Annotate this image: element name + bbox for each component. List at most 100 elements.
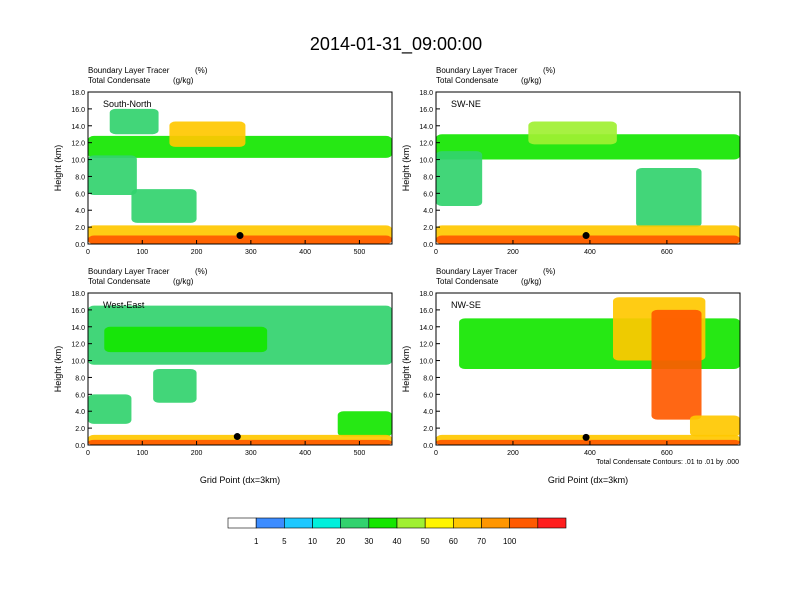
- y-axis-label: Height (km): [401, 145, 411, 192]
- y-tick-label: 14.0: [419, 124, 433, 131]
- panel-nw-se: 0.0 2.0 4.0 6.0 8.0 10.0 12.0 14.0 16.0 18.0 0 200 4…: [401, 267, 741, 485]
- tracer-band: [436, 235, 740, 244]
- tracer-band: [169, 121, 246, 147]
- colorbar-level-label: 30: [364, 537, 373, 546]
- colorbar-swatch: [481, 517, 510, 529]
- subtitle-line1: Boundary Layer Tracer: [88, 66, 170, 75]
- subtitle-line2: Total Condensate: [436, 277, 499, 286]
- subtitle-line1: Boundary Layer Tracer: [436, 66, 518, 75]
- panel-west-east: 0.0 2.0 4.0 6.0 8.0 10.0 12.0 14.0 16.0 18.0 0 100 2…: [53, 267, 393, 485]
- colorbar-level-label: 100: [503, 537, 517, 546]
- x-tick-label: 400: [299, 249, 311, 256]
- unit-line2: (g/kg): [173, 277, 194, 286]
- y-tick-label: 12.0: [419, 342, 433, 349]
- x-tick-label: 500: [354, 249, 366, 256]
- tracer-band: [528, 121, 617, 145]
- tracer-band: [436, 134, 740, 160]
- plot-frame: [87, 91, 393, 245]
- y-tick-label: 14.0: [71, 124, 85, 131]
- tracer-band: [88, 394, 132, 424]
- colorbar-swatch: [368, 517, 398, 529]
- y-tick-label: 16.0: [419, 308, 433, 315]
- unit-line2: (g/kg): [521, 277, 542, 286]
- y-tick-label: 18.0: [419, 291, 433, 298]
- x-tick-label: 0: [86, 450, 90, 457]
- unit-line2: (g/kg): [173, 76, 194, 85]
- panel-label: West-East: [103, 300, 145, 310]
- tracer-band: [109, 108, 159, 135]
- subtitle-line2: Total Condensate: [88, 277, 151, 286]
- tracer-band: [153, 369, 197, 403]
- tracer-band: [88, 135, 392, 158]
- colorbar-level-label: 20: [336, 537, 345, 546]
- y-tick-label: 10.0: [71, 359, 85, 366]
- colorbar-level-label: 1: [254, 537, 259, 546]
- colorbar-level-label: 60: [449, 537, 458, 546]
- y-tick-label: 0.0: [423, 242, 433, 249]
- y-tick-label: 14.0: [71, 325, 85, 332]
- y-tick-label: 10.0: [419, 359, 433, 366]
- contour-note: Total Condensate Contours: .01 to .01 by…: [596, 459, 739, 466]
- plot-frame: [435, 91, 741, 245]
- tracer-band: [337, 411, 392, 437]
- panel-label: South-North: [103, 99, 152, 109]
- tracer-band: [88, 155, 137, 196]
- colorbar-level-label: 70: [477, 537, 486, 546]
- colorbar-swatch: [424, 517, 454, 529]
- location-marker: [236, 232, 244, 240]
- tracer-band: [636, 168, 702, 228]
- x-tick-label: 400: [584, 450, 596, 457]
- y-tick-label: 18.0: [71, 291, 85, 298]
- y-tick-label: 2.0: [423, 225, 433, 232]
- x-tick-label: 200: [507, 249, 519, 256]
- y-tick-label: 8.0: [75, 174, 85, 181]
- colorbar-swatch: [312, 517, 341, 529]
- y-tick-label: 0.0: [75, 443, 85, 450]
- x-tick-label: 400: [299, 450, 311, 457]
- x-tick-label: 100: [136, 249, 148, 256]
- y-tick-label: 12.0: [71, 342, 85, 349]
- x-tick-label: 0: [434, 249, 438, 256]
- y-axis-label: Height (km): [401, 346, 411, 393]
- y-tick-label: 8.0: [423, 174, 433, 181]
- x-axis-label: Grid Point (dx=3km): [548, 475, 628, 485]
- x-tick-label: 300: [245, 450, 257, 457]
- x-tick-label: 100: [136, 450, 148, 457]
- y-tick-label: 2.0: [75, 225, 85, 232]
- y-tick-label: 4.0: [75, 409, 85, 416]
- y-tick-label: 4.0: [423, 409, 433, 416]
- y-tick-label: 2.0: [423, 426, 433, 433]
- colorbar-level-label: 5: [282, 537, 287, 546]
- subtitle-line1: Boundary Layer Tracer: [436, 267, 518, 276]
- y-tick-label: 18.0: [419, 90, 433, 97]
- location-marker: [582, 232, 590, 240]
- colorbar-swatch: [537, 517, 567, 529]
- tracer-band: [104, 326, 268, 353]
- panel-sw-ne: 0.0 2.0 4.0 6.0 8.0 10.0 12.0 14.0 16.0 18.0 0 200 4…: [401, 66, 741, 256]
- colorbar-swatch: [396, 517, 426, 529]
- x-tick-label: 300: [245, 249, 257, 256]
- y-tick-label: 8.0: [75, 375, 85, 382]
- y-tick-label: 6.0: [75, 191, 85, 198]
- y-axis-label: Height (km): [53, 346, 63, 393]
- unit-line2: (g/kg): [521, 76, 542, 85]
- x-tick-label: 400: [584, 249, 596, 256]
- colorbar-swatch: [284, 517, 313, 529]
- subtitle-line2: Total Condensate: [88, 76, 151, 85]
- y-tick-label: 10.0: [419, 158, 433, 165]
- y-tick-label: 6.0: [423, 392, 433, 399]
- y-tick-label: 16.0: [419, 107, 433, 114]
- tracer-band: [88, 439, 392, 445]
- unit-line1: (%): [195, 66, 208, 75]
- y-tick-label: 6.0: [75, 392, 85, 399]
- y-tick-label: 12.0: [71, 141, 85, 148]
- colorbar-level-label: 50: [421, 537, 430, 546]
- x-tick-label: 600: [661, 249, 673, 256]
- x-axis-label: Grid Point (dx=3km): [200, 475, 280, 485]
- location-marker: [233, 433, 241, 441]
- colorbar-level-label: 10: [308, 537, 317, 546]
- y-tick-label: 0.0: [75, 242, 85, 249]
- tracer-band: [131, 189, 197, 223]
- x-tick-label: 200: [191, 249, 203, 256]
- x-tick-label: 0: [86, 249, 90, 256]
